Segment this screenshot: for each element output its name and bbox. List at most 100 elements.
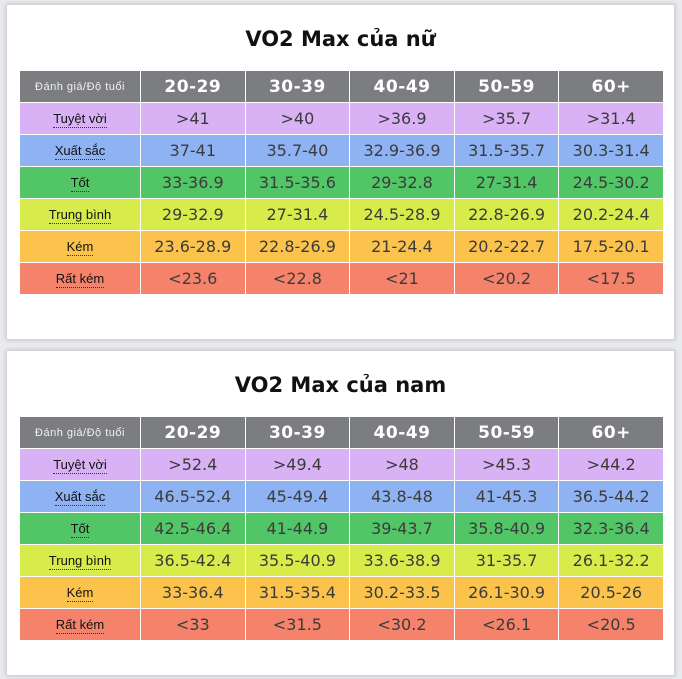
rating-label: Xuất sắc xyxy=(54,489,106,506)
value-cell: 29-32.8 xyxy=(350,167,454,198)
rating-label: Kém xyxy=(66,239,94,256)
rating-label-cell: Kém xyxy=(20,577,140,608)
rating-label-cell: Tuyệt vời xyxy=(20,449,140,480)
value-cell: 31-35.7 xyxy=(454,545,559,576)
value-cell: >52.4 xyxy=(141,449,245,480)
value-cell: 37-41 xyxy=(141,135,245,166)
table-row: Tốt 42.5-46.4 41-44.9 39-43.7 35.8-40.9 32.3-… xyxy=(20,513,663,544)
value-cell: >41 xyxy=(141,103,245,134)
rating-label: Trung bình xyxy=(48,553,112,570)
value-cell: 33-36.4 xyxy=(141,577,245,608)
value-cell: 35.8-40.9 xyxy=(454,513,559,544)
value-cell: 30.3-31.4 xyxy=(559,135,663,166)
value-cell: 21-24.4 xyxy=(350,231,454,262)
table-row: Rất kém <33 <31.5 <30.2 <26.1 <20.5 xyxy=(20,609,663,640)
rating-label: Kém xyxy=(66,585,94,602)
rating-label-cell: Xuất sắc xyxy=(20,481,140,512)
value-cell: 31.5-35.7 xyxy=(454,135,559,166)
male-vo2-panel: VO2 Max của nam Đánh giá/Độ tuổi 20-29 3… xyxy=(6,350,675,676)
value-cell: 20.5-26 xyxy=(559,577,663,608)
age-header: 30-39 xyxy=(245,71,350,102)
age-header: 20-29 xyxy=(141,71,245,102)
value-cell: 45-49.4 xyxy=(245,481,350,512)
table-row: Xuất sắc 46.5-52.4 45-49.4 43.8-48 41-45.3 36… xyxy=(20,481,663,512)
value-cell: 26.1-32.2 xyxy=(559,545,663,576)
value-cell: 41-45.3 xyxy=(454,481,559,512)
age-header: 30-39 xyxy=(245,417,350,448)
value-cell: 22.8-26.9 xyxy=(245,231,350,262)
rating-label-cell: Trung bình xyxy=(20,199,140,230)
rating-label: Rất kém xyxy=(55,271,105,288)
male-vo2-table: Đánh giá/Độ tuổi 20-29 30-39 40-49 50-59… xyxy=(19,416,664,641)
rating-label-cell: Rất kém xyxy=(20,609,140,640)
value-cell: <20.2 xyxy=(454,263,559,294)
rating-label-cell: Kém xyxy=(20,231,140,262)
value-cell: 36.5-44.2 xyxy=(559,481,663,512)
value-cell: 41-44.9 xyxy=(245,513,350,544)
table-row: Kém 33-36.4 31.5-35.4 30.2-33.5 26.1-30.9 20.… xyxy=(20,577,663,608)
value-cell: <26.1 xyxy=(454,609,559,640)
value-cell: 29-32.9 xyxy=(141,199,245,230)
value-cell: 36.5-42.4 xyxy=(141,545,245,576)
rating-label-cell: Trung bình xyxy=(20,545,140,576)
value-cell: <31.5 xyxy=(245,609,350,640)
female-vo2-table: Đánh giá/Độ tuổi 20-29 30-39 40-49 50-59… xyxy=(19,70,664,295)
age-header: 20-29 xyxy=(141,417,245,448)
value-cell: >49.4 xyxy=(245,449,350,480)
value-cell: >36.9 xyxy=(350,103,454,134)
value-cell: >40 xyxy=(245,103,350,134)
value-cell: 35.5-40.9 xyxy=(245,545,350,576)
value-cell: 27-31.4 xyxy=(245,199,350,230)
value-cell: <33 xyxy=(141,609,245,640)
value-cell: >31.4 xyxy=(559,103,663,134)
value-cell: 23.6-28.9 xyxy=(141,231,245,262)
value-cell: 27-31.4 xyxy=(454,167,559,198)
table-row: Tuyệt vời >41 >40 >36.9 >35.7 >31.4 xyxy=(20,103,663,134)
age-header: 60+ xyxy=(559,71,663,102)
rating-label-cell: Rất kém xyxy=(20,263,140,294)
value-cell: <20.5 xyxy=(559,609,663,640)
rating-label-cell: Tốt xyxy=(20,167,140,198)
rating-label-cell: Tốt xyxy=(20,513,140,544)
rating-label-cell: Xuất sắc xyxy=(20,135,140,166)
rating-label: Tuyệt vời xyxy=(53,457,107,474)
table-row: Xuất sắc 37-41 35.7-40 32.9-36.9 31.5-35.7 30… xyxy=(20,135,663,166)
value-cell: 42.5-46.4 xyxy=(141,513,245,544)
rating-label: Tốt xyxy=(70,521,90,538)
value-cell: 32.3-36.4 xyxy=(559,513,663,544)
table-row: Trung bình 29-32.9 27-31.4 24.5-28.9 22.8-26… xyxy=(20,199,663,230)
table-row: Kém 23.6-28.9 22.8-26.9 21-24.4 20.2-22.7 17.… xyxy=(20,231,663,262)
table-row: Tốt 33-36.9 31.5-35.6 29-32.8 27-31.4 24.5-30… xyxy=(20,167,663,198)
value-cell: 20.2-24.4 xyxy=(559,199,663,230)
value-cell: <21 xyxy=(350,263,454,294)
age-header: 40-49 xyxy=(350,71,454,102)
value-cell: 33-36.9 xyxy=(141,167,245,198)
header-row: Đánh giá/Độ tuổi 20-29 30-39 40-49 50-59… xyxy=(20,71,663,102)
value-cell: 20.2-22.7 xyxy=(454,231,559,262)
rating-label: Tốt xyxy=(70,175,90,192)
value-cell: 32.9-36.9 xyxy=(350,135,454,166)
value-cell: 22.8-26.9 xyxy=(454,199,559,230)
value-cell: 26.1-30.9 xyxy=(454,577,559,608)
value-cell: >44.2 xyxy=(559,449,663,480)
value-cell: 31.5-35.6 xyxy=(245,167,350,198)
female-table-title: VO2 Max của nữ xyxy=(245,27,436,51)
value-cell: <23.6 xyxy=(141,263,245,294)
value-cell: 33.6-38.9 xyxy=(350,545,454,576)
table-row: Trung bình 36.5-42.4 35.5-40.9 33.6-38.9 31-… xyxy=(20,545,663,576)
age-header: 50-59 xyxy=(454,417,559,448)
age-header: 50-59 xyxy=(454,71,559,102)
rating-label: Trung bình xyxy=(48,207,112,224)
value-cell: 35.7-40 xyxy=(245,135,350,166)
rating-label: Rất kém xyxy=(55,617,105,634)
value-cell: 31.5-35.4 xyxy=(245,577,350,608)
value-cell: 46.5-52.4 xyxy=(141,481,245,512)
value-cell: 24.5-30.2 xyxy=(559,167,663,198)
value-cell: 39-43.7 xyxy=(350,513,454,544)
value-cell: >45.3 xyxy=(454,449,559,480)
rating-label-cell: Tuyệt vời xyxy=(20,103,140,134)
value-cell: 30.2-33.5 xyxy=(350,577,454,608)
value-cell: 17.5-20.1 xyxy=(559,231,663,262)
corner-header: Đánh giá/Độ tuổi xyxy=(20,417,140,448)
value-cell: >35.7 xyxy=(454,103,559,134)
